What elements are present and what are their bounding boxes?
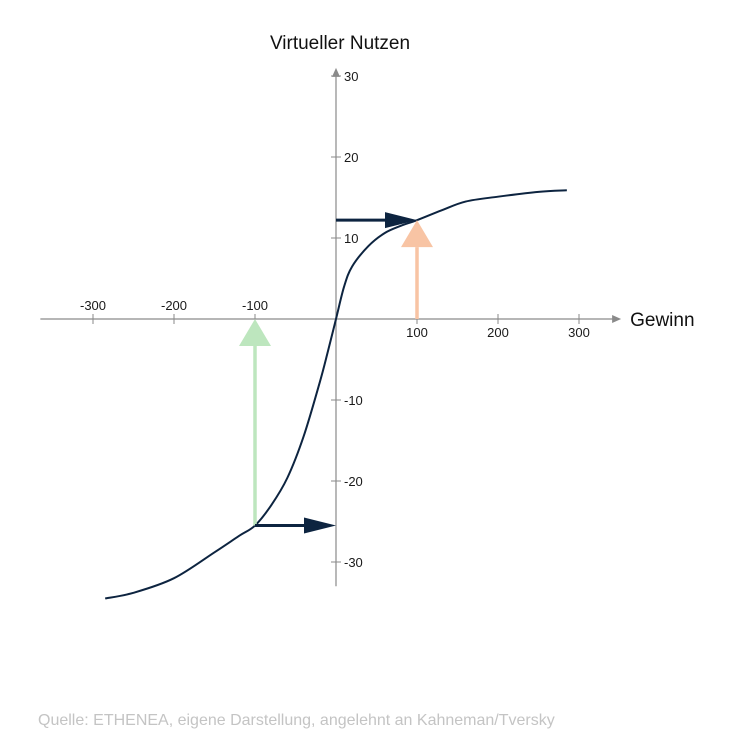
arrow-head [304, 517, 336, 534]
series [104, 189, 567, 600]
source-note: Quelle: ETHENEA, eigene Darstellung, ang… [38, 712, 555, 729]
annotation-arrow-1 [401, 220, 433, 319]
value-function-line-0 [104, 189, 567, 600]
x-tick-label: 200 [487, 325, 509, 340]
ticks: -300 -200 -100 100 200 300 30 20 10 -10 -20 -30 [80, 69, 590, 570]
annotation-arrow-2 [239, 319, 271, 526]
x-tick-label: -300 [80, 298, 106, 313]
annotation-arrow-3 [255, 517, 336, 534]
axes [40, 67, 622, 587]
x-axis-arrowhead [612, 315, 622, 323]
y-axis-title: Virtueller Nutzen [270, 33, 410, 54]
y-tick-label: -30 [344, 555, 363, 570]
arrow-head [239, 319, 271, 346]
x-axis-title: Gewinn [630, 310, 694, 331]
arrow-head [385, 212, 417, 229]
y-tick-label: -20 [344, 474, 363, 489]
x-tick-label: 300 [568, 325, 590, 340]
x-tick-label: -200 [161, 298, 187, 313]
y-tick-label: 10 [344, 231, 358, 246]
y-axis-arrowhead [332, 67, 340, 77]
arrow-head [401, 220, 433, 248]
annotations [239, 212, 433, 534]
x-tick-label: -100 [242, 298, 268, 313]
y-tick-label: 20 [344, 150, 358, 165]
y-tick-label: 30 [344, 69, 358, 84]
annotation-arrow-0 [336, 212, 417, 229]
y-tick-label: -10 [344, 393, 363, 408]
x-tick-label: 100 [406, 325, 428, 340]
